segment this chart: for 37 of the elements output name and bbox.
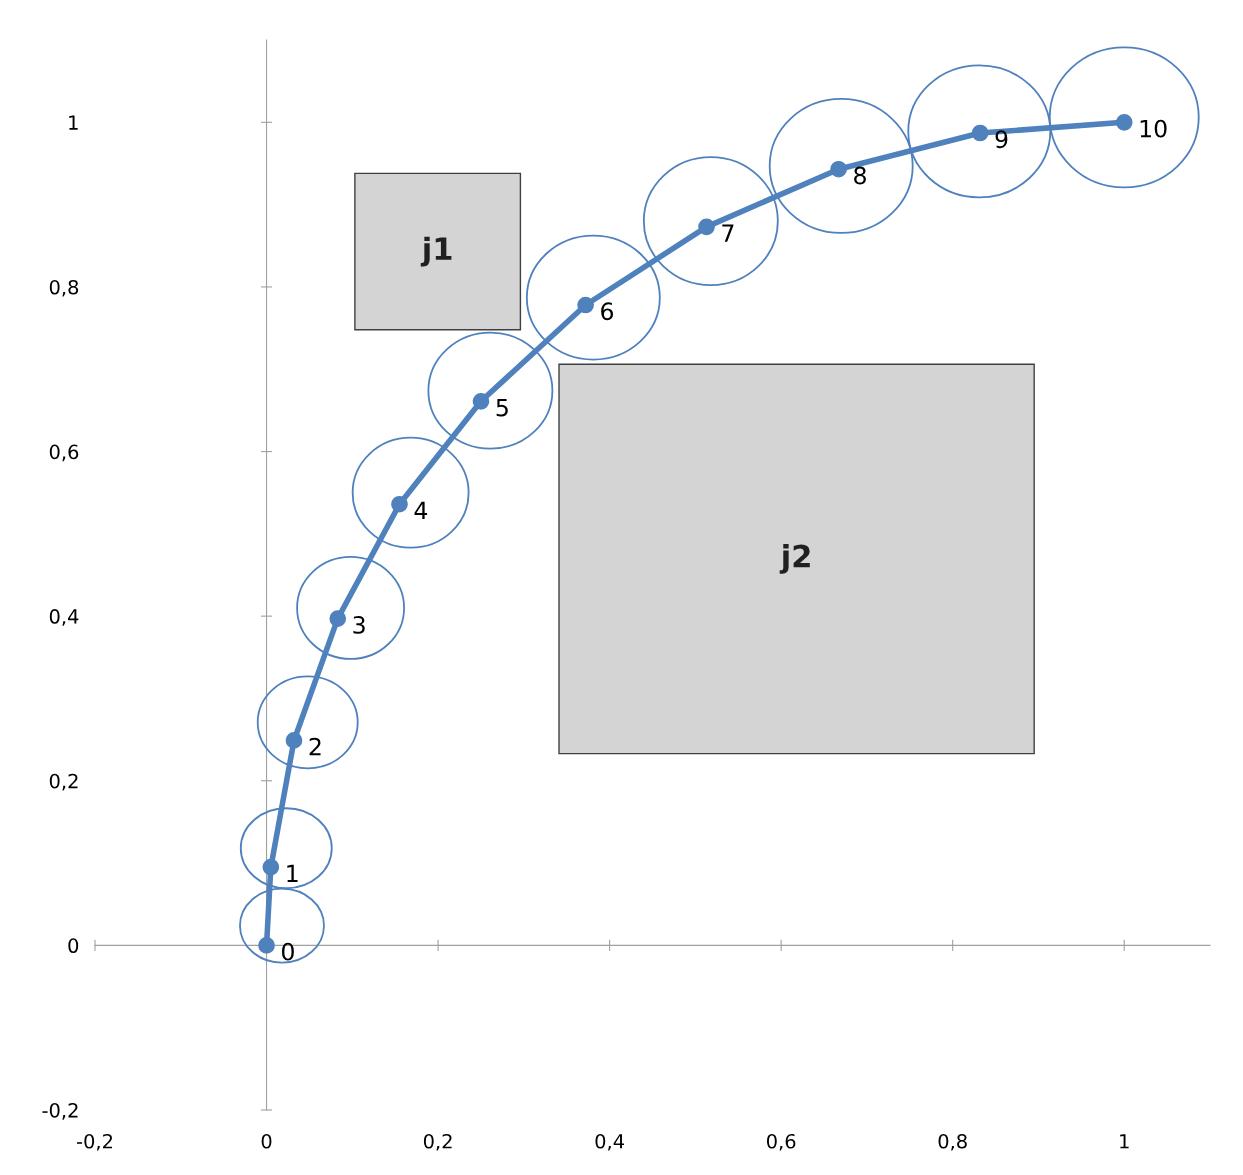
annotation: 9 <box>995 130 1008 149</box>
x-tick-label: 0,2 <box>423 1133 452 1151</box>
annotation: 2 <box>309 737 321 756</box>
y-tick-label: 0 <box>68 938 79 954</box>
y-tick-label: -0,2 <box>42 1102 78 1120</box>
point <box>698 218 715 236</box>
point <box>391 495 408 513</box>
annotation: 0 <box>281 942 294 961</box>
x-tick-label: 1 <box>1120 1134 1129 1149</box>
y-tick-label: 0,6 <box>49 444 79 462</box>
annotation: 4 <box>414 501 428 520</box>
annotation: 6 <box>601 302 614 321</box>
y-tick-label: 1 <box>69 115 78 130</box>
point <box>329 610 347 627</box>
point <box>577 296 594 314</box>
y-tick-label: 0,4 <box>49 609 79 626</box>
point <box>971 124 989 142</box>
annotation: j1 <box>420 236 452 267</box>
point <box>1115 113 1133 131</box>
point <box>262 858 280 876</box>
x-tick-label: 0 <box>261 1133 272 1149</box>
point <box>285 732 303 749</box>
x-tick-label: 0,8 <box>938 1133 967 1151</box>
annotation: 8 <box>854 166 866 185</box>
y-tick-label: 0,8 <box>49 279 79 297</box>
annotation: 10 <box>1140 119 1167 138</box>
annotation: 3 <box>353 615 365 634</box>
annotation: j2 <box>779 544 810 574</box>
y-tick-label: 0,2 <box>49 773 78 791</box>
annotation: 5 <box>496 398 508 417</box>
point <box>258 937 275 954</box>
x-tick-label: 0,6 <box>766 1133 796 1151</box>
x-tick-label: 0,4 <box>595 1133 624 1151</box>
annotation: 1 <box>287 864 298 883</box>
point <box>472 392 490 410</box>
point <box>830 160 847 178</box>
annotation: 7 <box>722 224 734 242</box>
